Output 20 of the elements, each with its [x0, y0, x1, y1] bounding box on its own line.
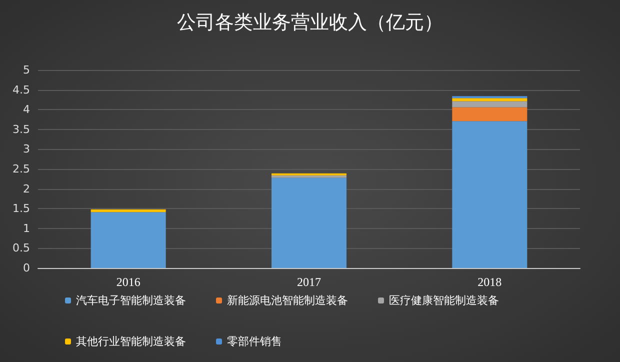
- y-tick-label: 1: [23, 222, 30, 235]
- x-tick-label: 2018: [478, 275, 502, 289]
- legend-label: 其他行业智能制造装备: [76, 335, 186, 348]
- y-tick-label: 4.5: [12, 83, 30, 96]
- y-tick-label: 0.5: [12, 242, 30, 255]
- legend-label: 医疗健康智能制造装备: [389, 294, 499, 307]
- y-tick-label: 0: [23, 262, 30, 274]
- y-tick-label: 5: [23, 64, 30, 76]
- y-tick-label: 2.5: [12, 162, 30, 176]
- y-tick-label: 3.5: [12, 122, 30, 136]
- x-tick-label: 2016: [116, 275, 140, 289]
- legend-label: 零部件销售: [227, 335, 282, 348]
- chart-title: 公司各类业务营业收入（亿元）: [177, 12, 443, 34]
- y-tick-label: 3: [23, 142, 30, 156]
- legend-label: 新能源电池智能制造装备: [227, 294, 348, 307]
- y-tick-label: 1.5: [12, 202, 30, 216]
- x-tick-label: 2017: [297, 275, 321, 289]
- y-tick-label: 4: [23, 103, 30, 116]
- legend-label: 汽车电子智能制造装备: [76, 294, 186, 307]
- y-tick-label: 2: [23, 182, 30, 196]
